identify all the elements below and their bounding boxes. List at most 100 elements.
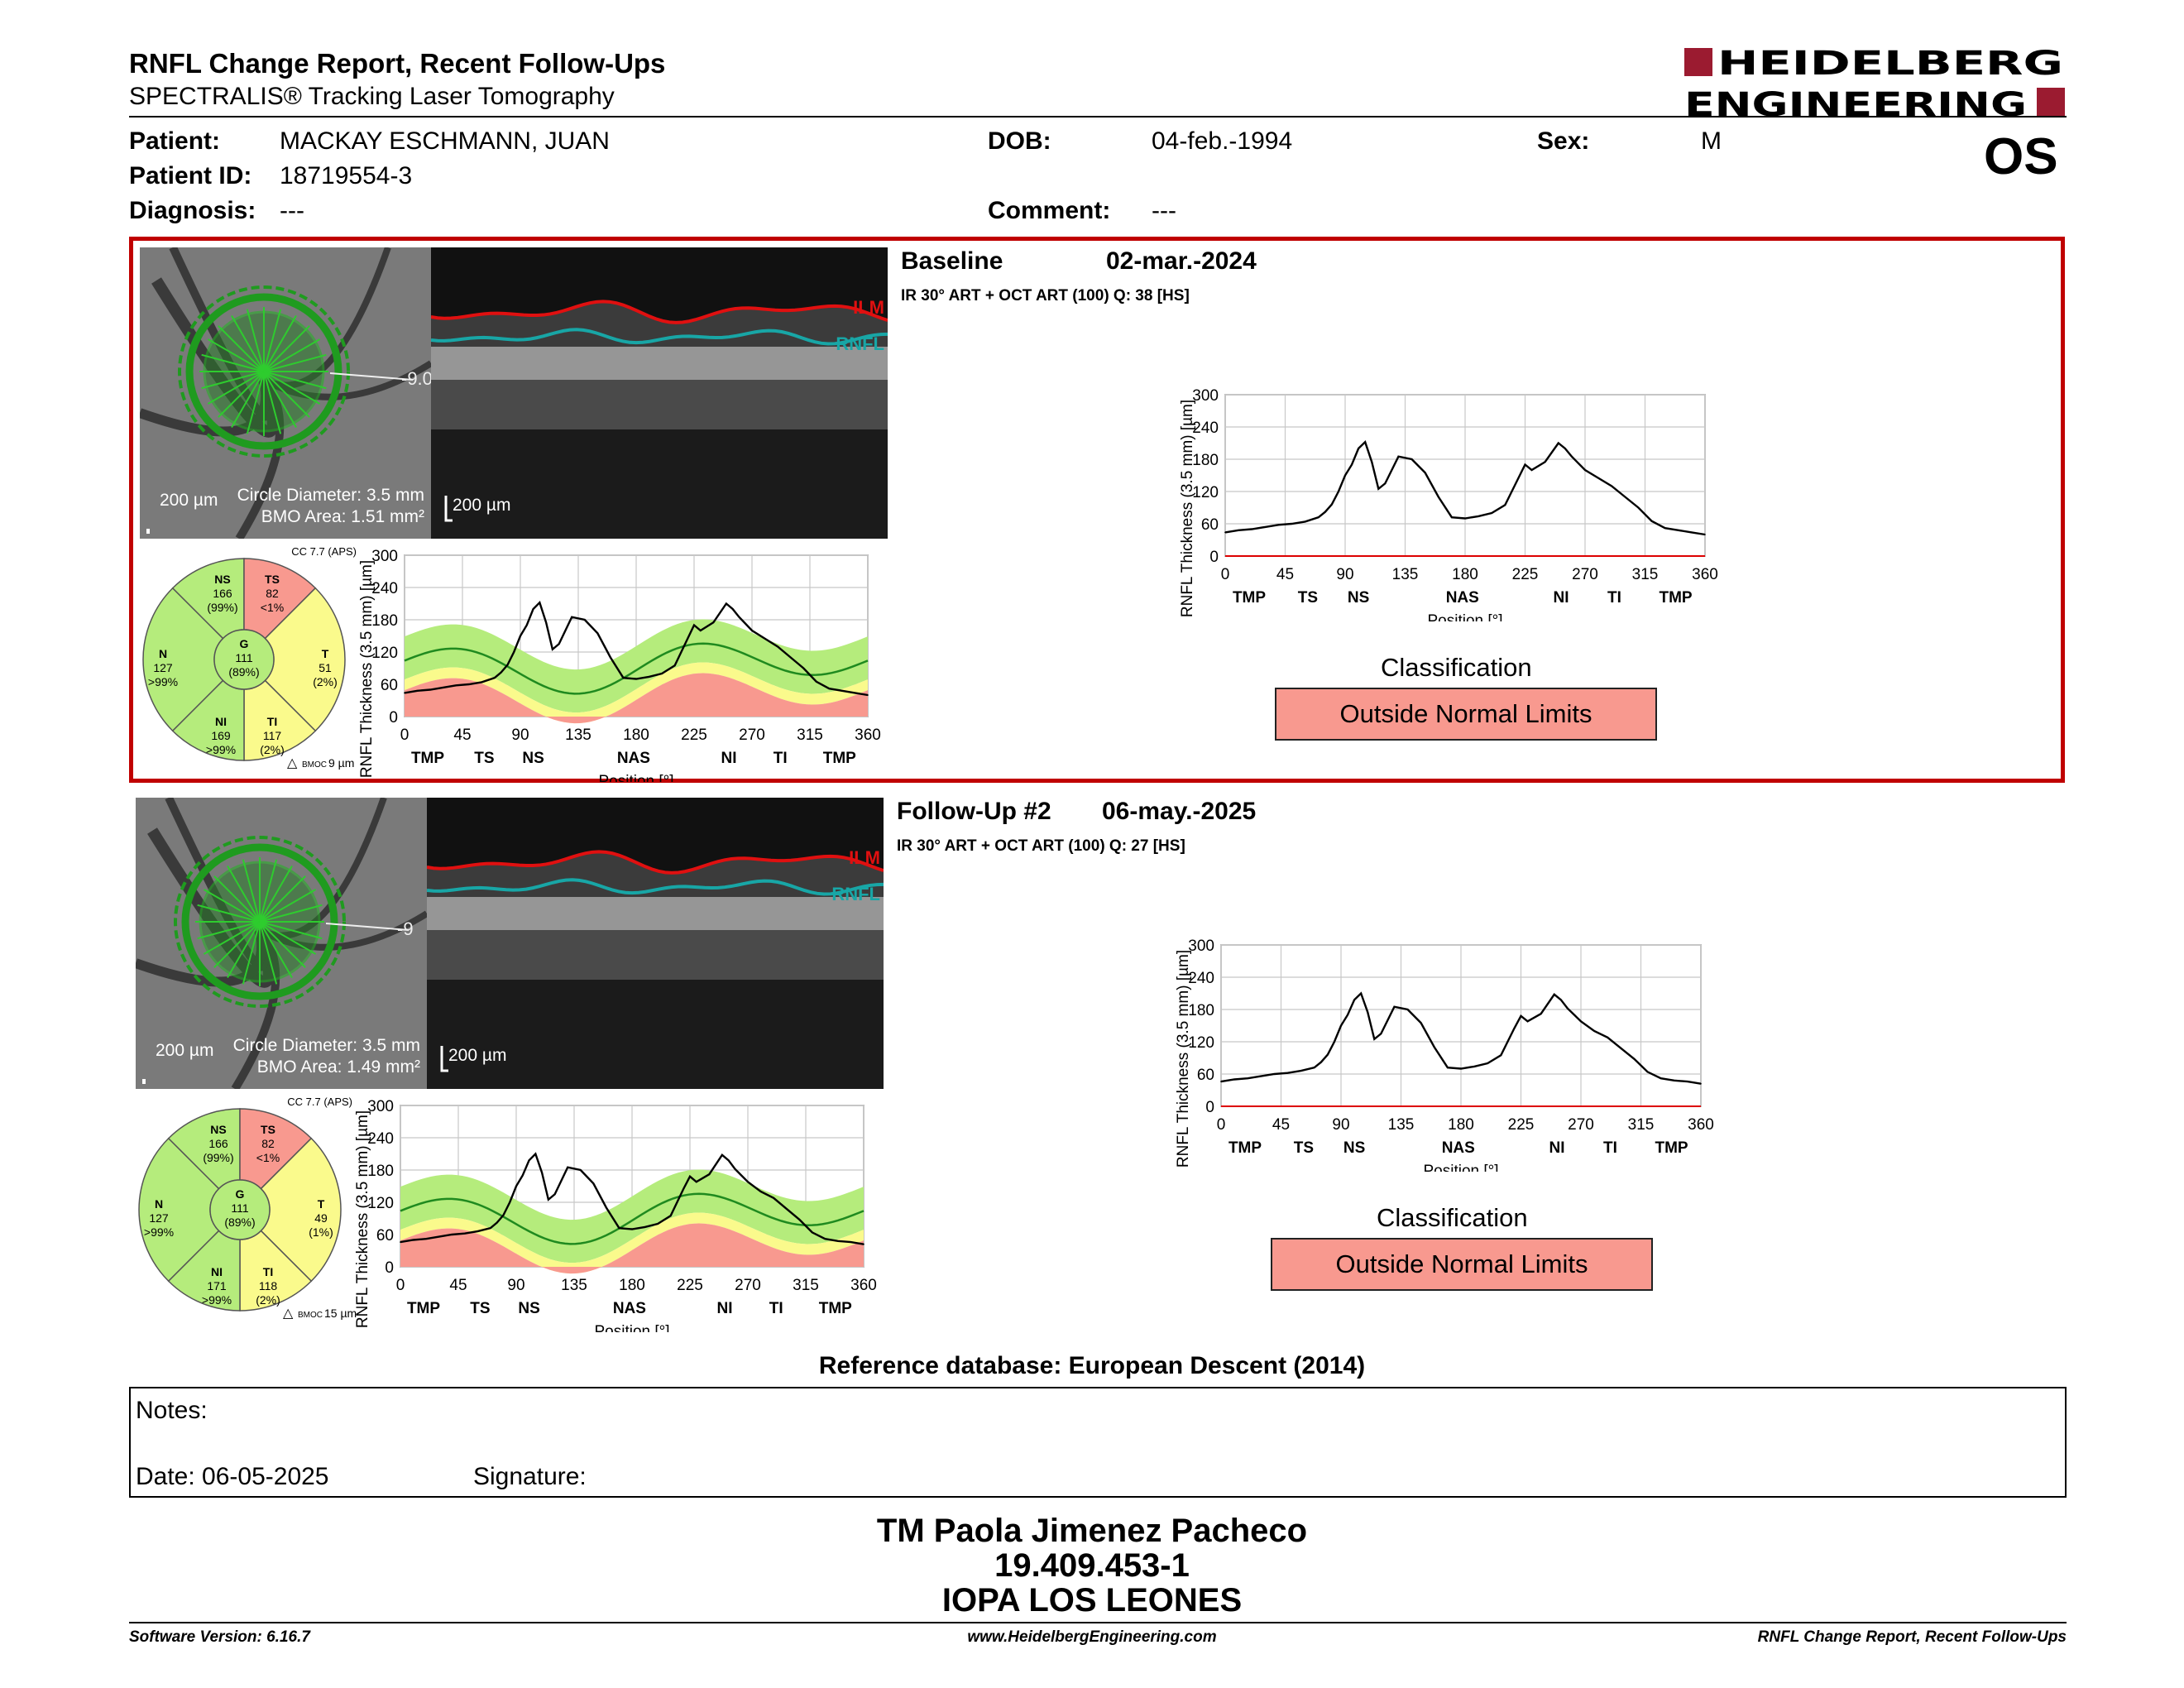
- x-tick-label: 225: [677, 1277, 703, 1294]
- y-tick-label: 180: [371, 612, 398, 630]
- report-title: RNFL Change Report, Recent Follow-Ups: [129, 48, 666, 79]
- rnfl-data-point: [610, 656, 611, 659]
- sector-ns-value: 166: [208, 1137, 228, 1150]
- y-tick-label: 300: [367, 1098, 394, 1115]
- rnfl-thickness-line: [400, 1152, 864, 1245]
- sector-t-pct: (2%): [313, 675, 338, 688]
- rnfl-data-point: [438, 1235, 440, 1238]
- sector-axis-label: TS: [474, 750, 494, 767]
- x-tick-label: 360: [850, 1277, 877, 1294]
- classification-result: Outside Normal Limits: [1271, 1238, 1653, 1291]
- x-tick-label: 45: [1276, 566, 1294, 583]
- sector-g: [213, 629, 275, 690]
- website-link[interactable]: www.HeidelbergEngineering.com: [967, 1628, 1217, 1646]
- rnfl-data-point: [1380, 1033, 1382, 1035]
- borderline-band: [405, 662, 868, 724]
- rnfl-data-point: [1360, 992, 1362, 995]
- signer-institution: IOPA LOS LEONES: [941, 1582, 1243, 1618]
- rnfl-data-point: [1704, 534, 1706, 535]
- notes-label: Notes:: [136, 1397, 208, 1424]
- sector-axis-label: TS: [1294, 1139, 1314, 1157]
- rnfl-data-point: [1607, 1037, 1609, 1038]
- rnfl-data-point: [1397, 455, 1400, 458]
- sector-ns-label: NS: [214, 573, 230, 586]
- rnfl-data-point: [412, 1239, 414, 1241]
- rnfl-data-point: [693, 624, 695, 626]
- sector-axis-label: NS: [1343, 1139, 1365, 1157]
- rnfl-data-point: [494, 677, 496, 679]
- sector-axis-label: NI: [1549, 1139, 1565, 1157]
- outside-band: [400, 1223, 864, 1274]
- rnfl-data-point: [1504, 504, 1506, 506]
- cc-aps-label: CC 7.7 (APS): [291, 545, 357, 558]
- patient-id-label: Patient ID:: [129, 162, 252, 189]
- rnfl-data-point: [824, 1238, 826, 1240]
- ilm-label: ILM: [853, 297, 884, 318]
- x-tick-label: 270: [1568, 1116, 1594, 1134]
- sector-t-label: T: [322, 647, 329, 660]
- rnfl-data-point: [1373, 1038, 1376, 1040]
- rnfl-data-point: [1327, 1053, 1329, 1056]
- rnfl-data-point: [1691, 531, 1693, 534]
- sector-t-label: T: [318, 1197, 325, 1211]
- baseline-panel[interactable]: -9.0 200 µm Circle Diameter: 3.5 mm BMO Are…: [129, 237, 2065, 783]
- y-tick-label: 60: [1197, 1067, 1214, 1084]
- rnfl-data-point: [1584, 469, 1586, 471]
- x-tick-label: 90: [1332, 1116, 1349, 1134]
- y-tick-label: 120: [1192, 484, 1219, 501]
- rnfl-data-point: [1351, 463, 1353, 466]
- comment: ---: [1152, 197, 1176, 224]
- rnfl-data-point: [481, 681, 483, 683]
- bmoc-label: BMOC: [298, 1311, 323, 1320]
- fundus-scale: 200 µm: [156, 1041, 213, 1060]
- x-axis-title: Position [°]: [598, 773, 673, 782]
- sector-ns-value: 166: [213, 587, 232, 600]
- scan-title: Baseline: [901, 247, 1003, 275]
- rnfl-data-point: [699, 630, 702, 631]
- notes-date: Date: 06-05-2025: [136, 1463, 329, 1490]
- sector-ts-label: TS: [265, 573, 280, 586]
- outside-band: [405, 673, 868, 724]
- rnfl-data-point: [404, 692, 405, 694]
- circle-diameter: Circle Diameter: 3.5 mm: [233, 1036, 420, 1055]
- x-tick-label: 135: [1388, 1116, 1415, 1134]
- notes-box[interactable]: Notes: Date: 06-05-2025 Signature:: [129, 1387, 2067, 1498]
- borderline-band: [400, 1212, 864, 1274]
- rnfl-profile-chart: 0 60 120 180 240 300 0 45 90 135 180 225 270 315 360 TM…: [358, 548, 881, 782]
- rnfl-data-point: [509, 1201, 511, 1203]
- patient-id: 18719554-3: [280, 162, 413, 189]
- rnfl-data-point: [1384, 482, 1387, 485]
- scan-date: 06-may.-2025: [1102, 798, 1257, 825]
- x-axis-title: Position [°]: [594, 1323, 669, 1332]
- rnfl-data-point: [1491, 512, 1493, 514]
- rnfl-data-point: [689, 1176, 691, 1177]
- rnfl-data-point: [490, 1227, 491, 1229]
- rnfl-data-point: [1340, 1024, 1342, 1027]
- rnfl-data-point: [467, 683, 470, 685]
- rnfl-data-point: [545, 621, 547, 624]
- rnfl-label: RNFL: [836, 333, 884, 354]
- rnfl-data-point: [657, 1223, 659, 1225]
- rnfl-data-point: [1646, 1071, 1649, 1073]
- patient-name: MACKAY ESCHMANN, JUAN: [280, 127, 610, 155]
- rnfl-data-point: [521, 1174, 524, 1177]
- eye-laterality: OS: [1984, 128, 2058, 185]
- x-tick-label: 0: [400, 727, 410, 744]
- signature-label: Signature:: [473, 1463, 587, 1490]
- sector-axis-label: NI: [721, 750, 737, 767]
- x-tick-label: 0: [396, 1277, 405, 1294]
- sector-axis-label: TI: [769, 1300, 783, 1317]
- y-tick-label: 0: [385, 1259, 394, 1277]
- rnfl-data-point: [1277, 524, 1280, 526]
- rnfl-data-point: [606, 1206, 607, 1209]
- follow-up-panel[interactable]: -9 200 µm Circle Diameter: 3.5 mm BMO Area:…: [129, 791, 2065, 1337]
- y-tick-label: 240: [367, 1130, 394, 1148]
- rnfl-data-point: [738, 616, 740, 618]
- rnfl-data-point: [1260, 1075, 1262, 1077]
- y-tick-label: 0: [1205, 1099, 1214, 1116]
- sector-ni-value: 169: [211, 729, 231, 742]
- rnfl-data-point: [731, 608, 734, 610]
- rnfl-data-point: [1324, 511, 1326, 513]
- rnfl-data-point: [669, 1215, 672, 1217]
- y-tick-label: 120: [1188, 1034, 1214, 1052]
